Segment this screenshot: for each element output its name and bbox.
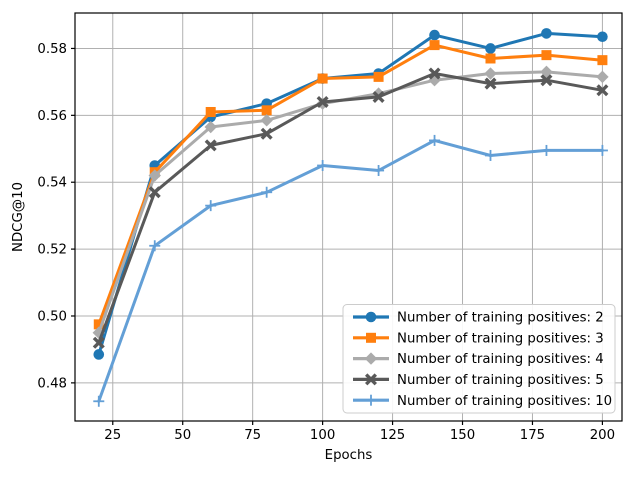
data-point-marker [597, 55, 608, 66]
series-line [97, 70, 604, 335]
legend-entry-label: Number of training positives: 10 [397, 394, 612, 409]
legend-entry: Number of training positives: 4 [353, 352, 604, 367]
series-2 [92, 65, 609, 339]
legend-entry-label: Number of training positives: 5 [397, 373, 604, 388]
y-tick-label: 0.52 [37, 243, 67, 258]
data-point-marker [364, 373, 378, 386]
series-4 [93, 134, 608, 407]
data-point-marker [428, 67, 441, 80]
legend-entry: Number of training positives: 5 [353, 373, 604, 388]
data-point-marker [484, 77, 497, 90]
data-point-marker [204, 120, 217, 134]
data-point-marker [205, 106, 216, 117]
series-line [97, 43, 604, 326]
data-point-marker [365, 311, 377, 323]
data-point-marker [93, 319, 104, 330]
x-tick-label: 100 [310, 428, 335, 443]
data-point-marker [260, 114, 273, 127]
data-point-marker [484, 67, 497, 80]
data-point-marker [260, 127, 273, 140]
data-point-marker [541, 28, 552, 39]
series-line [97, 72, 604, 345]
x-tick-label: 25 [104, 428, 121, 443]
legend-entry-label: Number of training positives: 2 [397, 311, 604, 326]
data-point-marker [148, 169, 161, 182]
x-tick-label: 125 [380, 428, 405, 443]
data-point-marker [372, 87, 385, 100]
y-tick-label: 0.50 [37, 309, 67, 324]
x-tick-label: 200 [590, 428, 615, 443]
data-point-marker [597, 31, 608, 43]
data-point-marker [92, 336, 105, 349]
x-tick-label: 75 [244, 428, 261, 443]
y-tick-label: 0.56 [37, 109, 67, 124]
data-point-marker [364, 352, 378, 365]
plot-border [74, 12, 623, 422]
legend-entry: Number of training positives: 2 [353, 311, 604, 326]
data-point-marker [317, 73, 328, 84]
legend-entry-label: Number of training positives: 3 [397, 331, 604, 346]
series-3 [92, 67, 609, 349]
data-point-marker [540, 65, 553, 79]
y-tick-label: 0.58 [37, 42, 67, 57]
data-point-marker [204, 139, 217, 152]
legend: Number of training positives: 2 Number of… [342, 304, 616, 414]
data-point-marker [596, 84, 609, 97]
x-tick-label: 50 [174, 428, 191, 443]
legend-entry: Number of training positives: 3 [353, 331, 604, 346]
series-line [97, 138, 604, 403]
y-tick-label: 0.54 [37, 176, 67, 191]
legend-box [342, 304, 616, 414]
data-point-marker [261, 105, 272, 116]
data-point-marker [485, 43, 496, 54]
data-point-marker [485, 53, 496, 64]
data-point-marker [429, 40, 440, 51]
x-axis-label: Epochs [325, 448, 373, 463]
legend-entry: Number of training positives: 10 [353, 394, 612, 409]
x-tick-label: 150 [450, 428, 475, 443]
data-point-marker [540, 74, 553, 87]
data-point-marker [366, 332, 376, 343]
data-point-marker [93, 349, 105, 360]
data-point-marker [541, 50, 552, 61]
data-point-marker [316, 95, 329, 108]
data-point-marker [429, 29, 440, 41]
data-point-marker [373, 71, 384, 82]
data-point-marker [596, 70, 609, 84]
y-axis-label: NDCG@10 [11, 182, 26, 252]
data-point-marker [148, 186, 161, 199]
y-tick-label: 0.48 [37, 376, 67, 391]
series-1 [93, 40, 608, 330]
legend-entry-label: Number of training positives: 4 [397, 352, 604, 367]
data-point-marker [372, 90, 385, 103]
x-tick-label: 175 [520, 428, 545, 443]
